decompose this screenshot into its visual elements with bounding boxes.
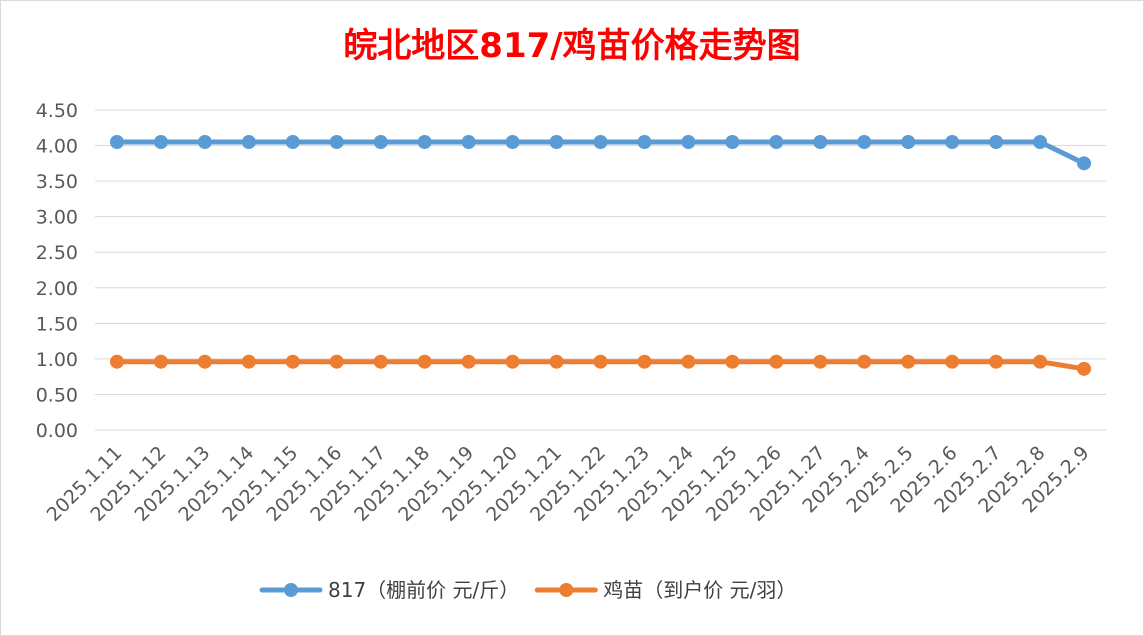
data-point-series-1 [153, 135, 168, 149]
y-tick-label: 4.50 [36, 100, 78, 122]
data-point-series-2 [637, 354, 652, 369]
data-point-series-1 [989, 135, 1004, 149]
data-point-series-1 [417, 135, 432, 149]
data-point-series-1 [681, 135, 696, 149]
data-point-series-1 [593, 135, 608, 149]
legend-marker-2 [559, 583, 574, 597]
y-tick-label: 3.50 [36, 171, 78, 193]
data-point-series-1 [1077, 156, 1092, 171]
data-point-series-2 [1033, 354, 1048, 369]
chart-title: 皖北地区817/鸡苗价格走势图 [343, 26, 801, 66]
data-point-series-1 [109, 135, 124, 149]
data-point-series-2 [681, 354, 696, 369]
data-point-series-2 [461, 354, 476, 369]
data-point-series-2 [901, 354, 916, 369]
y-tick-label: 1.00 [36, 349, 78, 371]
data-point-series-2 [857, 354, 872, 369]
data-point-series-1 [1033, 135, 1048, 149]
data-point-series-2 [813, 354, 828, 369]
data-point-series-2 [725, 354, 740, 369]
data-point-series-2 [593, 354, 608, 369]
y-tick-label: 0.00 [36, 420, 78, 442]
data-point-series-1 [461, 135, 476, 149]
data-point-series-1 [945, 135, 960, 149]
data-point-series-1 [813, 135, 828, 149]
legend-label-1: 817（棚前价 元/斤） [328, 578, 519, 602]
data-point-series-2 [373, 354, 388, 369]
y-tick-label: 3.00 [36, 207, 78, 229]
data-point-series-2 [769, 354, 784, 369]
data-point-series-2 [153, 354, 168, 369]
legend-label-2: 鸡苗（到户价 元/羽） [603, 578, 796, 602]
data-point-series-1 [637, 135, 652, 149]
data-point-series-2 [1077, 361, 1092, 376]
data-point-series-2 [549, 354, 564, 369]
data-point-series-1 [373, 135, 388, 149]
data-point-series-2 [241, 354, 256, 369]
y-tick-label: 1.50 [36, 313, 78, 335]
y-tick-label: 4.00 [36, 136, 78, 158]
data-point-series-1 [505, 135, 520, 149]
data-point-series-2 [989, 354, 1004, 369]
y-tick-label: 0.50 [36, 384, 78, 406]
data-point-series-1 [901, 135, 916, 149]
data-point-series-2 [417, 354, 432, 369]
data-point-series-2 [109, 354, 124, 369]
data-point-series-2 [197, 354, 212, 369]
data-point-series-1 [329, 135, 344, 149]
data-point-series-1 [241, 135, 256, 149]
data-point-series-1 [197, 135, 212, 149]
y-tick-label: 2.50 [36, 242, 78, 264]
data-point-series-1 [725, 135, 740, 149]
data-point-series-2 [505, 354, 520, 369]
data-point-series-1 [857, 135, 872, 149]
data-point-series-2 [329, 354, 344, 369]
data-point-series-2 [945, 354, 960, 369]
data-point-series-1 [549, 135, 564, 149]
data-point-series-1 [285, 135, 300, 149]
y-tick-label: 2.00 [36, 278, 78, 300]
legend-marker-1 [284, 583, 298, 597]
data-point-series-1 [769, 135, 784, 149]
data-point-series-2 [285, 354, 300, 369]
